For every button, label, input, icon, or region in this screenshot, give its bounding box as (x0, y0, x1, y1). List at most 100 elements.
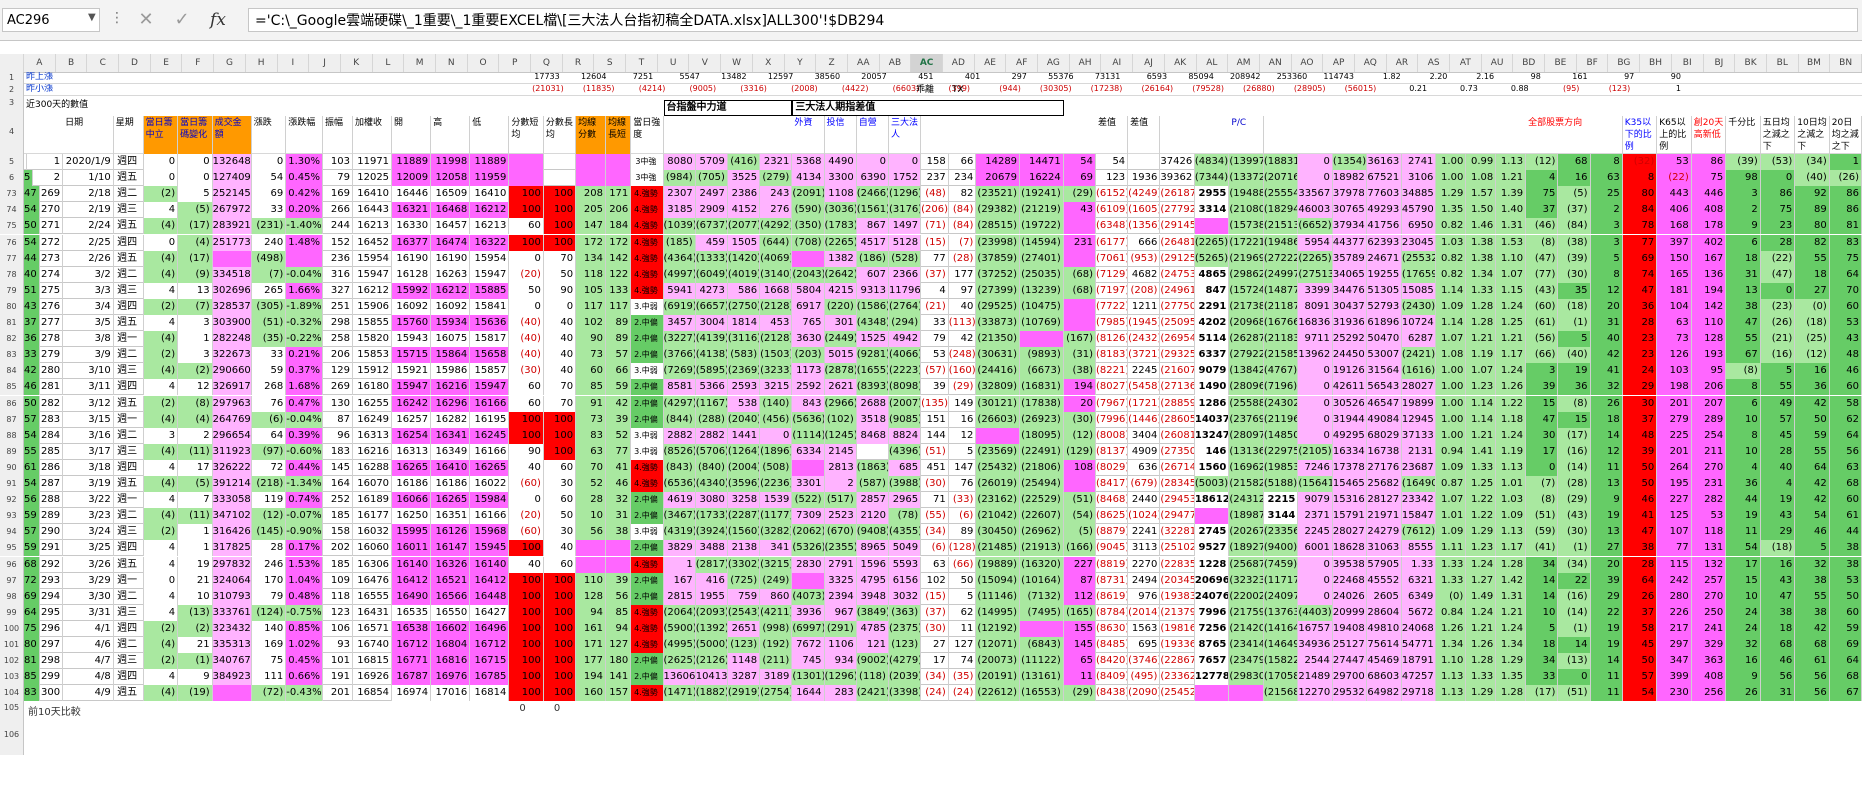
cell-str[interactable]: 4.強勢 (631, 685, 664, 702)
cell-bl[interactable]: (26) (1829, 170, 1862, 187)
cell-bm[interactable]: 72 (24, 572, 40, 589)
cell-af[interactable]: (11122) (1020, 653, 1064, 670)
row-header[interactable]: 6 (0, 170, 24, 187)
cell-as[interactable]: 1.41 (1466, 443, 1497, 460)
cell-ah[interactable]: (7722) (1096, 298, 1129, 315)
cell-close[interactable]: 15954 (353, 250, 393, 267)
cell-bf[interactable]: 24 (1622, 363, 1658, 380)
cell-m2[interactable]: 41 (605, 459, 632, 476)
cell-z[interactable]: (2355) (824, 540, 857, 557)
cell-close[interactable]: 16212 (353, 282, 393, 299)
cell-date[interactable]: 4/6 (63, 637, 114, 654)
cell-ao[interactable]: 29532 (1332, 685, 1368, 702)
cell-aq[interactable]: 6950 (1401, 218, 1437, 235)
cell-close[interactable]: 12025 (353, 170, 393, 187)
cell-ah[interactable]: (8485) (1096, 637, 1129, 654)
cell-au[interactable]: 75 (1526, 186, 1559, 203)
cell-bg[interactable]: 125 (1657, 508, 1692, 525)
cell-ai[interactable]: 1936 (1128, 170, 1161, 187)
table-row[interactable]: 295 3/31 週三 4 (13) 333761 (124) -0.75% 123 16431 1… (24, 604, 1862, 621)
cell-amp[interactable]: 269 (323, 379, 353, 396)
cell-bf[interactable]: 38 (1622, 540, 1658, 557)
cell-bj[interactable]: 40 (1760, 459, 1796, 476)
cell-w[interactable]: 759 (727, 588, 761, 605)
cell-at[interactable]: 1.07 (1496, 266, 1527, 283)
cell-ab[interactable]: (9085) (888, 411, 922, 428)
cell-bf[interactable]: 30 (1622, 395, 1658, 412)
cell-bj[interactable]: 49 (1760, 395, 1796, 412)
cell-pct[interactable]: 1.04% (286, 572, 324, 589)
cell-x[interactable]: (279) (760, 170, 793, 187)
cell-ac[interactable]: 17 (921, 653, 949, 670)
cell-s1[interactable]: 50 (509, 282, 544, 299)
cell-ac[interactable]: (48) (921, 186, 949, 203)
cell-bf[interactable]: 26 (1622, 588, 1658, 605)
cell-v[interactable]: 4273 (695, 282, 728, 299)
cell-pct[interactable]: 0.48% (286, 588, 324, 605)
cell-ap[interactable]: 31564 (1367, 363, 1402, 380)
cell-wd[interactable]: 週五 (114, 315, 144, 332)
cell-ac[interactable]: (6) (921, 540, 949, 557)
cell-v[interactable]: 459 (695, 234, 728, 251)
cell-ag[interactable]: (12) (1063, 427, 1096, 444)
cell-ar[interactable]: 1.14 (1436, 315, 1467, 332)
cell-y[interactable]: 6334 (792, 443, 825, 460)
cell-z[interactable]: (1783) (824, 218, 857, 235)
cell-bg[interactable]: 107 (1657, 524, 1692, 541)
cell-pct[interactable]: -0.60% (286, 443, 324, 460)
cell-be[interactable]: 9 (1590, 492, 1623, 509)
cell-bh[interactable]: 363 (1691, 653, 1727, 670)
cell-b[interactable]: (11) (178, 443, 213, 460)
row-header[interactable]: 104 (0, 685, 24, 702)
cell-aj[interactable]: (32281) (1160, 524, 1195, 541)
cell-bl[interactable]: 86 (1829, 186, 1862, 203)
cell-bk[interactable]: (34) (1795, 154, 1830, 171)
cell-ad[interactable]: (248) (949, 347, 977, 364)
table-row[interactable]: 289 3/23 週二 (4) (11) 347102 (12) -0.07% 185 16177… (24, 508, 1862, 525)
cell-an[interactable]: 21489 (1298, 669, 1333, 686)
cell-aq[interactable]: (2430) (1401, 298, 1437, 315)
cell-bi[interactable]: 11 (1726, 524, 1761, 541)
cell-open[interactable]: 16186 (392, 476, 432, 493)
cell-str[interactable]: 2.中偏 (631, 588, 664, 605)
cell-ac[interactable]: (21) (921, 298, 949, 315)
cell-x[interactable]: 3215 (760, 379, 793, 396)
cell-bj[interactable]: 31 (1760, 685, 1796, 702)
cell-ak[interactable]: 14037 (1194, 411, 1230, 428)
cell-id[interactable]: 293 (24, 572, 64, 589)
cell-str[interactable]: 3.中弱 (631, 524, 664, 541)
cell-ac[interactable]: 53 (921, 347, 949, 364)
cell-id[interactable]: 300 (24, 685, 64, 702)
cell-amp[interactable]: 236 (323, 250, 353, 267)
cell-ae[interactable]: (27399) (976, 282, 1021, 299)
cell-s2[interactable]: 100 (543, 620, 577, 637)
column-header-q[interactable]: Q (531, 54, 563, 72)
cell-w[interactable]: 3287 (727, 669, 761, 686)
cell-bk[interactable]: 55 (1795, 443, 1830, 460)
table-row[interactable]: 283 3/15 週一 (4) (4) 264769 (6) -0.04% 87 16249 162… (24, 411, 1862, 428)
cell-z[interactable]: (2642) (824, 266, 857, 283)
cell-af[interactable]: (9893) (1020, 347, 1064, 364)
cell-date[interactable]: 4/1 (63, 620, 114, 637)
cell-ai[interactable]: 2245 (1128, 363, 1161, 380)
cell-z[interactable]: 2145 (824, 443, 857, 460)
cell-date[interactable]: 4/9 (63, 685, 114, 702)
cell-wd[interactable]: 週三 (114, 443, 144, 460)
cell-bi[interactable]: 10 (1726, 588, 1761, 605)
cell-ap[interactable]: 77603 (1367, 186, 1402, 203)
cell-ad[interactable]: (84) (949, 202, 977, 219)
cell-be[interactable]: 19 (1590, 637, 1623, 654)
cell-date[interactable]: 3/16 (63, 427, 114, 444)
cell-be[interactable]: 18 (1590, 411, 1623, 428)
cell-s2[interactable]: 60 (543, 492, 577, 509)
cell-m1[interactable]: 105 (576, 282, 606, 299)
cell-date[interactable]: 3/23 (63, 508, 114, 525)
cell-bg[interactable]: 279 (1657, 411, 1692, 428)
cell-id[interactable]: 289 (24, 508, 64, 525)
cell-m2[interactable]: 57 (605, 347, 632, 364)
cell-aq[interactable]: 19899 (1401, 395, 1437, 412)
cell-ak[interactable]: 9079 (1194, 363, 1230, 380)
row-header[interactable]: 95 (0, 540, 24, 557)
cell-ad[interactable]: (6) (949, 508, 977, 525)
cell-bh[interactable]: 142 (1691, 298, 1727, 315)
